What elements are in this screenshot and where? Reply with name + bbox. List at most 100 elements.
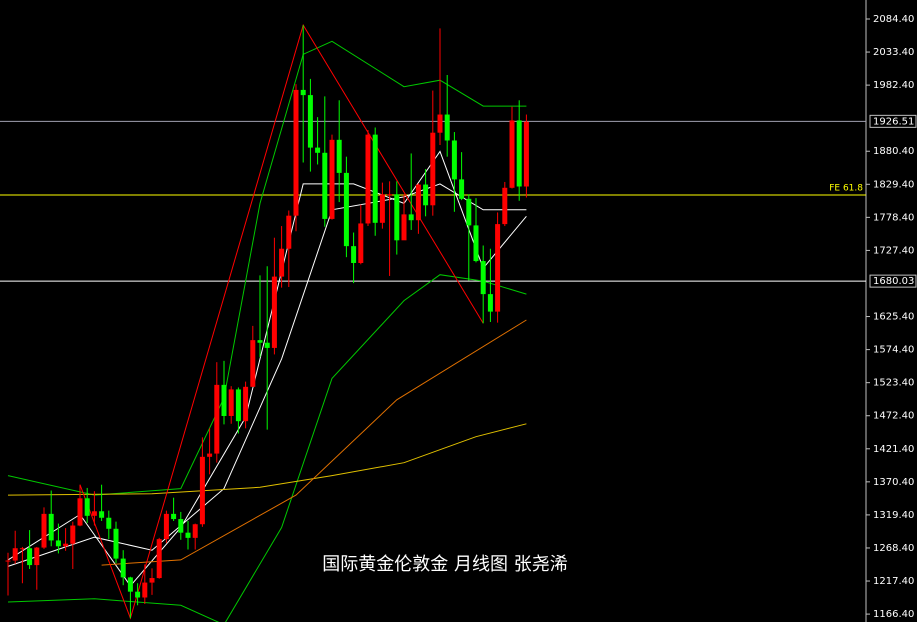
candle-body bbox=[171, 513, 177, 520]
candle-body bbox=[41, 513, 47, 548]
candle-body bbox=[351, 246, 357, 263]
y-tick-label: 1880.40 bbox=[873, 146, 914, 157]
candle-body bbox=[91, 511, 97, 516]
candle-body bbox=[77, 498, 83, 526]
candle-body bbox=[437, 114, 443, 133]
candle-body bbox=[48, 513, 54, 541]
y-tick-label: 1421.40 bbox=[873, 444, 914, 455]
chart-title: 国际黄金伦敦金 月线图 张尧浠 bbox=[322, 554, 567, 575]
candle-body bbox=[480, 261, 486, 295]
candle-body bbox=[487, 294, 493, 312]
y-tick-label: 2084.40 bbox=[873, 14, 914, 25]
y-tick-label: 1319.40 bbox=[873, 510, 914, 521]
candle-body bbox=[257, 340, 263, 343]
candle-body bbox=[473, 225, 479, 262]
candle-body bbox=[315, 147, 321, 153]
candle-body bbox=[322, 152, 328, 219]
candle-body bbox=[415, 184, 421, 221]
overlay-line bbox=[7, 423, 527, 496]
candle-body bbox=[293, 89, 299, 216]
candle-body bbox=[271, 276, 277, 348]
candle-body bbox=[430, 132, 436, 206]
y-tick-label: 1370.40 bbox=[873, 477, 914, 488]
candle-body bbox=[336, 139, 342, 173]
candle-body bbox=[509, 120, 515, 188]
candle-body bbox=[423, 184, 429, 206]
candle-body bbox=[113, 528, 119, 559]
overlay-line bbox=[101, 319, 527, 566]
candle-body bbox=[365, 134, 371, 224]
candle-body bbox=[372, 134, 378, 223]
candle-body bbox=[142, 582, 148, 598]
candle-body bbox=[156, 539, 162, 579]
candle-body bbox=[12, 548, 18, 561]
candle-body bbox=[207, 453, 213, 457]
candle-body bbox=[135, 591, 141, 598]
candle-body bbox=[379, 194, 385, 223]
candle-body bbox=[178, 519, 184, 533]
y-tick-label: 1217.40 bbox=[873, 576, 914, 587]
candle-body bbox=[27, 548, 33, 566]
candle-body bbox=[495, 224, 501, 312]
candle-body bbox=[408, 214, 414, 221]
candle-body bbox=[329, 139, 335, 219]
y-tick-label: 1166.40 bbox=[873, 609, 914, 620]
candle-body bbox=[199, 456, 205, 525]
y-tick-label: 1574.40 bbox=[873, 345, 914, 356]
y-tick-label: 1982.40 bbox=[873, 80, 914, 91]
candle-body bbox=[307, 95, 313, 148]
candle-body bbox=[358, 223, 364, 263]
y-tick-label: 1829.40 bbox=[873, 179, 914, 190]
candle-body bbox=[120, 558, 126, 578]
overlay-line bbox=[79, 23, 484, 620]
candle-body bbox=[5, 560, 11, 562]
candle-body bbox=[466, 198, 472, 226]
candle-body bbox=[243, 386, 249, 422]
candle-body bbox=[106, 517, 112, 529]
candle-body bbox=[516, 120, 522, 187]
y-tick-label: 1625.40 bbox=[873, 312, 914, 323]
candle-body bbox=[221, 384, 227, 416]
candle-body bbox=[502, 187, 508, 225]
level-box bbox=[869, 114, 917, 128]
candle-body bbox=[55, 540, 61, 547]
candle-body bbox=[228, 389, 234, 416]
candle-body bbox=[63, 543, 69, 547]
candle-body bbox=[451, 140, 457, 180]
candle-body bbox=[250, 340, 256, 387]
candle-body bbox=[149, 578, 155, 583]
y-tick-label: 1523.40 bbox=[873, 378, 914, 389]
candle-body bbox=[444, 114, 450, 141]
candle-body bbox=[264, 342, 270, 348]
candle-body bbox=[99, 511, 105, 518]
candle-body bbox=[192, 524, 198, 538]
y-tick-label: 1778.40 bbox=[873, 212, 914, 223]
y-tick-label: 1472.40 bbox=[873, 411, 914, 422]
candle-body bbox=[279, 248, 285, 277]
candle-body bbox=[387, 194, 393, 196]
candle-body bbox=[70, 525, 76, 544]
y-tick-label: 1727.40 bbox=[873, 245, 914, 256]
candle-body bbox=[523, 121, 529, 187]
level-label: FE 61.8 bbox=[829, 183, 863, 193]
candle-body bbox=[34, 547, 40, 566]
candle-body bbox=[343, 172, 349, 247]
candle-body bbox=[286, 215, 292, 249]
candle-body bbox=[163, 513, 169, 540]
candle-body bbox=[459, 179, 465, 199]
candle-body bbox=[300, 89, 306, 96]
y-tick-label: 2033.40 bbox=[873, 47, 914, 58]
candle-body bbox=[235, 389, 241, 422]
y-tick-label: 1268.40 bbox=[873, 543, 914, 554]
candle-body bbox=[127, 577, 133, 592]
candle-body bbox=[185, 532, 191, 538]
level-label: 1680.03 bbox=[873, 276, 914, 287]
candle-body bbox=[401, 214, 407, 241]
candle-body bbox=[19, 548, 25, 550]
candle-body bbox=[214, 384, 220, 454]
candle-body bbox=[84, 498, 90, 516]
level-box bbox=[869, 274, 917, 288]
